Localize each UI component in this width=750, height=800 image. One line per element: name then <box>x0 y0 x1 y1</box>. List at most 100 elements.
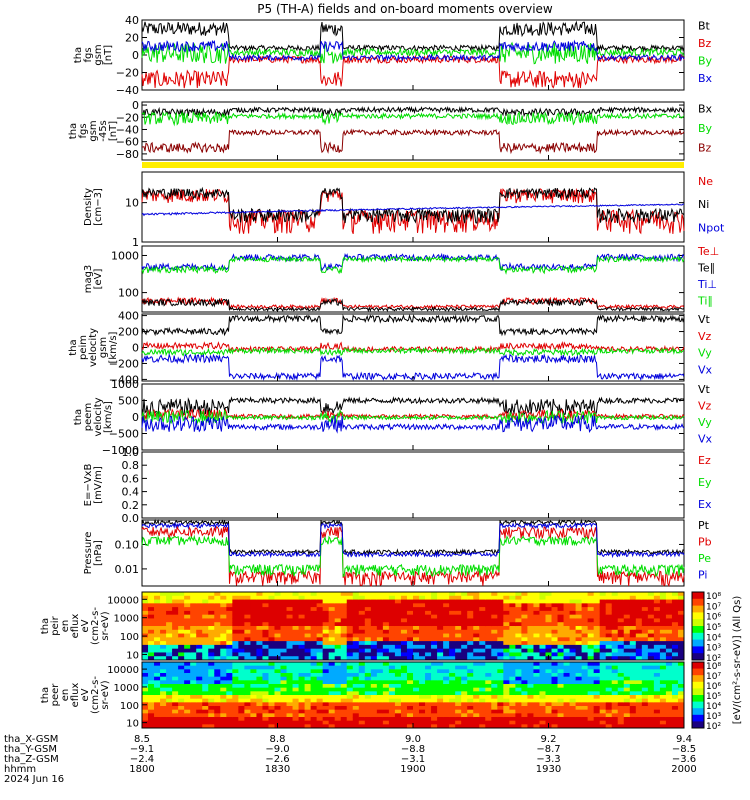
spec-cell <box>148 641 155 646</box>
spec-cell <box>473 717 480 722</box>
spec-cell <box>533 680 540 685</box>
ylabel-line: eflux <box>70 683 81 708</box>
spec-cell <box>593 595 601 601</box>
spec-cell <box>563 680 571 685</box>
spec-cell <box>425 610 432 616</box>
spec-cell <box>575 702 583 707</box>
spec-cell <box>497 656 504 661</box>
spec-cell <box>425 644 432 650</box>
spec-cell <box>587 702 595 707</box>
spec-cell <box>557 673 565 678</box>
spec-cell <box>527 592 534 597</box>
spec-cell <box>298 622 306 627</box>
spec-cell <box>461 603 468 608</box>
spec-cell <box>406 656 414 661</box>
spec-cell <box>479 614 486 619</box>
spec-cell <box>160 656 167 661</box>
ytick-label: 100 <box>118 287 139 300</box>
spec-cell <box>479 592 486 597</box>
spec-cell <box>665 698 673 703</box>
spec-cell <box>497 607 504 612</box>
spec-cell <box>406 695 414 700</box>
spec-cell <box>172 669 179 674</box>
spec-cell <box>232 687 239 692</box>
spec-cell <box>617 629 625 635</box>
spec-cell <box>569 644 577 650</box>
spec-cell <box>394 618 402 623</box>
spec-cell <box>388 618 396 623</box>
pressure-series-Pe <box>141 534 685 578</box>
spec-cell <box>413 629 420 635</box>
spec-cell <box>190 652 197 657</box>
spec-cell <box>244 709 251 714</box>
spec-cell <box>593 702 601 707</box>
spec-cell <box>388 622 396 627</box>
spec-cell <box>455 595 462 601</box>
spec-cell <box>425 676 432 681</box>
spec-cell <box>563 652 571 657</box>
spec-cell <box>370 680 378 685</box>
spec-cell <box>665 626 673 631</box>
spec-cell <box>623 662 631 667</box>
spec-cell <box>569 614 577 619</box>
spec-cell <box>334 622 342 627</box>
spec-cell <box>611 603 619 608</box>
colorbar-cell <box>692 701 704 709</box>
spec-cell <box>304 652 312 657</box>
spec-cell <box>653 720 661 725</box>
spec-cell <box>340 720 348 725</box>
ytick-label: 20 <box>125 32 139 45</box>
spec-cell <box>503 695 510 700</box>
spec-cell <box>298 656 306 661</box>
spec-cell <box>455 592 462 597</box>
spec-cell <box>653 665 661 670</box>
spec-cell <box>274 637 282 642</box>
spec-cell <box>298 633 306 638</box>
spec-cell <box>593 622 601 627</box>
xaxis-value: 8.5 <box>134 734 150 745</box>
spec-cell <box>551 724 559 729</box>
spec-cell <box>581 592 589 597</box>
spec-cell <box>419 622 426 627</box>
legend-Vz: Vz <box>698 330 712 343</box>
spec-cell <box>617 706 625 711</box>
colorbar-label: [eV/(cm²-s-sr-eV)] (All Qs) <box>732 596 743 725</box>
spec-cell <box>238 607 245 612</box>
spec-cell <box>154 713 161 718</box>
spec-cell <box>142 709 149 714</box>
spec-cell <box>244 706 251 711</box>
spec-cell <box>160 709 167 714</box>
spec-cell <box>665 648 673 653</box>
spec-cell <box>352 607 360 612</box>
spec-cell <box>394 614 402 619</box>
spec-cell <box>473 691 480 696</box>
spec-cell <box>250 669 257 674</box>
spec-cell <box>521 698 528 703</box>
spec-cell <box>346 599 354 604</box>
spec-cell <box>190 633 197 638</box>
spec-cell <box>611 709 619 714</box>
spec-cell <box>400 717 408 722</box>
spec-cell <box>581 676 589 681</box>
spec-cell <box>437 695 444 700</box>
spec-cell <box>226 709 233 714</box>
spec-cell <box>647 691 655 696</box>
spec-cell <box>557 644 565 650</box>
spec-cell <box>641 614 649 619</box>
spec-cell <box>539 720 546 725</box>
spec-cell <box>503 644 510 650</box>
spec-cell <box>238 713 245 718</box>
spec-cell <box>677 610 685 616</box>
spec-cell <box>551 610 559 616</box>
spec-cell <box>214 592 221 597</box>
spec-cell <box>545 695 553 700</box>
spec-cell <box>479 676 486 681</box>
spec-cell <box>521 680 528 685</box>
spec-cell <box>274 618 282 623</box>
spec-cell <box>641 676 649 681</box>
spec-cell <box>587 691 595 696</box>
spec-cell <box>461 641 468 646</box>
spec-cell <box>280 629 288 635</box>
spec-cell <box>394 662 402 667</box>
spec-cell <box>653 607 661 612</box>
